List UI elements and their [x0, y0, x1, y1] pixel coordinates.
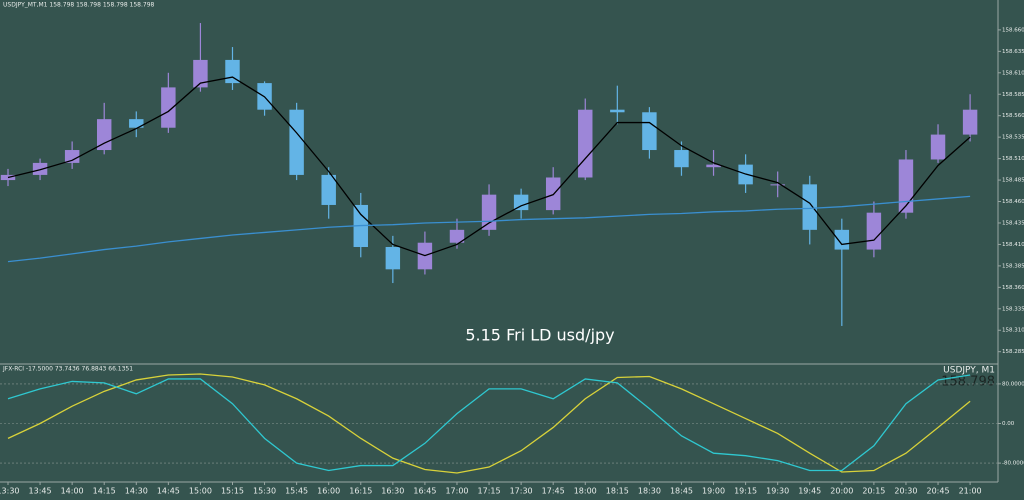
x-tick-label: 14:30	[125, 487, 148, 496]
candle-body	[866, 212, 882, 250]
y-tick-label: 158.585	[1002, 92, 1024, 98]
x-tick-label: 20:00	[830, 487, 853, 496]
candle-body	[32, 162, 48, 175]
y-tick-label: 158.460	[1002, 199, 1024, 205]
y-tick-label: 158.310	[1002, 328, 1024, 334]
y-tick-label: 80.0000	[1002, 381, 1024, 387]
price-label: 158.798	[941, 375, 995, 390]
x-tick-label: 18:00	[574, 487, 597, 496]
candle-body	[770, 184, 785, 186]
x-tick-label: 15:30	[253, 487, 276, 496]
x-tick-label: 18:45	[670, 487, 693, 496]
x-tick-label: 13:45	[29, 487, 52, 496]
x-tick-label: 13:30	[0, 487, 20, 496]
candle-body	[129, 119, 144, 128]
x-tick-label: 16:45	[413, 487, 436, 496]
candle-body	[898, 159, 914, 213]
x-tick-label: 15:00	[189, 487, 212, 496]
candle-body	[96, 119, 112, 151]
candle-body	[674, 150, 689, 168]
candle-body	[513, 194, 529, 211]
x-tick-label: 18:15	[606, 487, 629, 496]
indicator-line	[7, 374, 971, 472]
y-tick-label: 158.335	[1002, 306, 1024, 312]
x-tick-label: 18:30	[638, 487, 661, 496]
indicator-line	[7, 76, 971, 257]
main-title: USDJPY_MT,M1 158.798 158.798 158.798 158…	[3, 2, 155, 9]
y-tick-label: 158.610	[1002, 70, 1024, 76]
x-tick-label: 19:30	[766, 487, 789, 496]
indicator-line	[7, 373, 971, 474]
candle-body	[642, 112, 657, 151]
x-tick-label: 14:15	[93, 487, 116, 496]
x-tick-label: 15:45	[285, 487, 308, 496]
y-tick-label: 158.360	[1002, 285, 1024, 291]
symbol-label: USDJPY, M1	[943, 366, 995, 376]
y-tick-label: 158.435	[1002, 220, 1024, 226]
candle-body	[321, 174, 336, 205]
candle-body	[834, 229, 850, 250]
x-tick-label: 17:15	[478, 487, 501, 496]
y-tick-label: 158.510	[1002, 156, 1024, 162]
annotation: 5.15 Fri LD usd/jpy	[465, 326, 614, 345]
x-tick-label: 19:15	[734, 487, 757, 496]
y-tick-label: 158.410	[1002, 242, 1024, 248]
x-tick-label: 14:00	[61, 487, 84, 496]
candle-body	[802, 184, 817, 230]
y-tick-label: 158.535	[1002, 135, 1024, 141]
x-tick-label: 20:30	[894, 487, 917, 496]
candle-body	[449, 229, 465, 243]
x-tick-label: 16:00	[317, 487, 340, 496]
candle-body	[706, 164, 721, 168]
indicator-title: JFX-RCI -17.5000 73.7436 76.8843 66.1351	[2, 366, 133, 373]
x-tick-label: 19:00	[702, 487, 725, 496]
x-tick-label: 20:15	[862, 487, 885, 496]
x-tick-label: 16:30	[381, 487, 404, 496]
x-tick-label: 21:00	[959, 487, 982, 496]
x-tick-label: 17:30	[510, 487, 533, 496]
candle-body	[385, 247, 401, 270]
y-tick-label: 0.00	[1002, 421, 1015, 427]
x-tick-label: 14:45	[157, 487, 180, 496]
candle-body	[289, 109, 304, 175]
x-tick-label: 17:45	[542, 487, 565, 496]
x-tick-label: 19:45	[798, 487, 821, 496]
x-tick-label: 20:45	[926, 487, 949, 496]
x-tick-label: 16:15	[349, 487, 372, 496]
y-tick-label: 158.635	[1002, 49, 1024, 55]
candle-body	[481, 194, 497, 230]
candle-body	[578, 109, 593, 178]
y-tick-label: 158.285	[1002, 349, 1024, 355]
candle-body	[193, 59, 208, 88]
y-tick-label: 158.660	[1002, 27, 1024, 33]
candle-body	[610, 109, 625, 113]
y-tick-label: 158.560	[1002, 113, 1024, 119]
indicator-line	[7, 195, 971, 263]
candle-body	[64, 150, 80, 163]
y-tick-label: -80.0000	[1002, 461, 1024, 467]
x-tick-label: 15:15	[221, 487, 244, 496]
candle-body	[0, 174, 16, 181]
candle-body	[962, 109, 978, 135]
x-tick-label: 17:00	[445, 487, 468, 496]
y-tick-label: 158.485	[1002, 178, 1024, 184]
y-tick-label: 158.385	[1002, 263, 1024, 269]
candle-body	[161, 87, 176, 128]
candle-body	[930, 134, 946, 160]
